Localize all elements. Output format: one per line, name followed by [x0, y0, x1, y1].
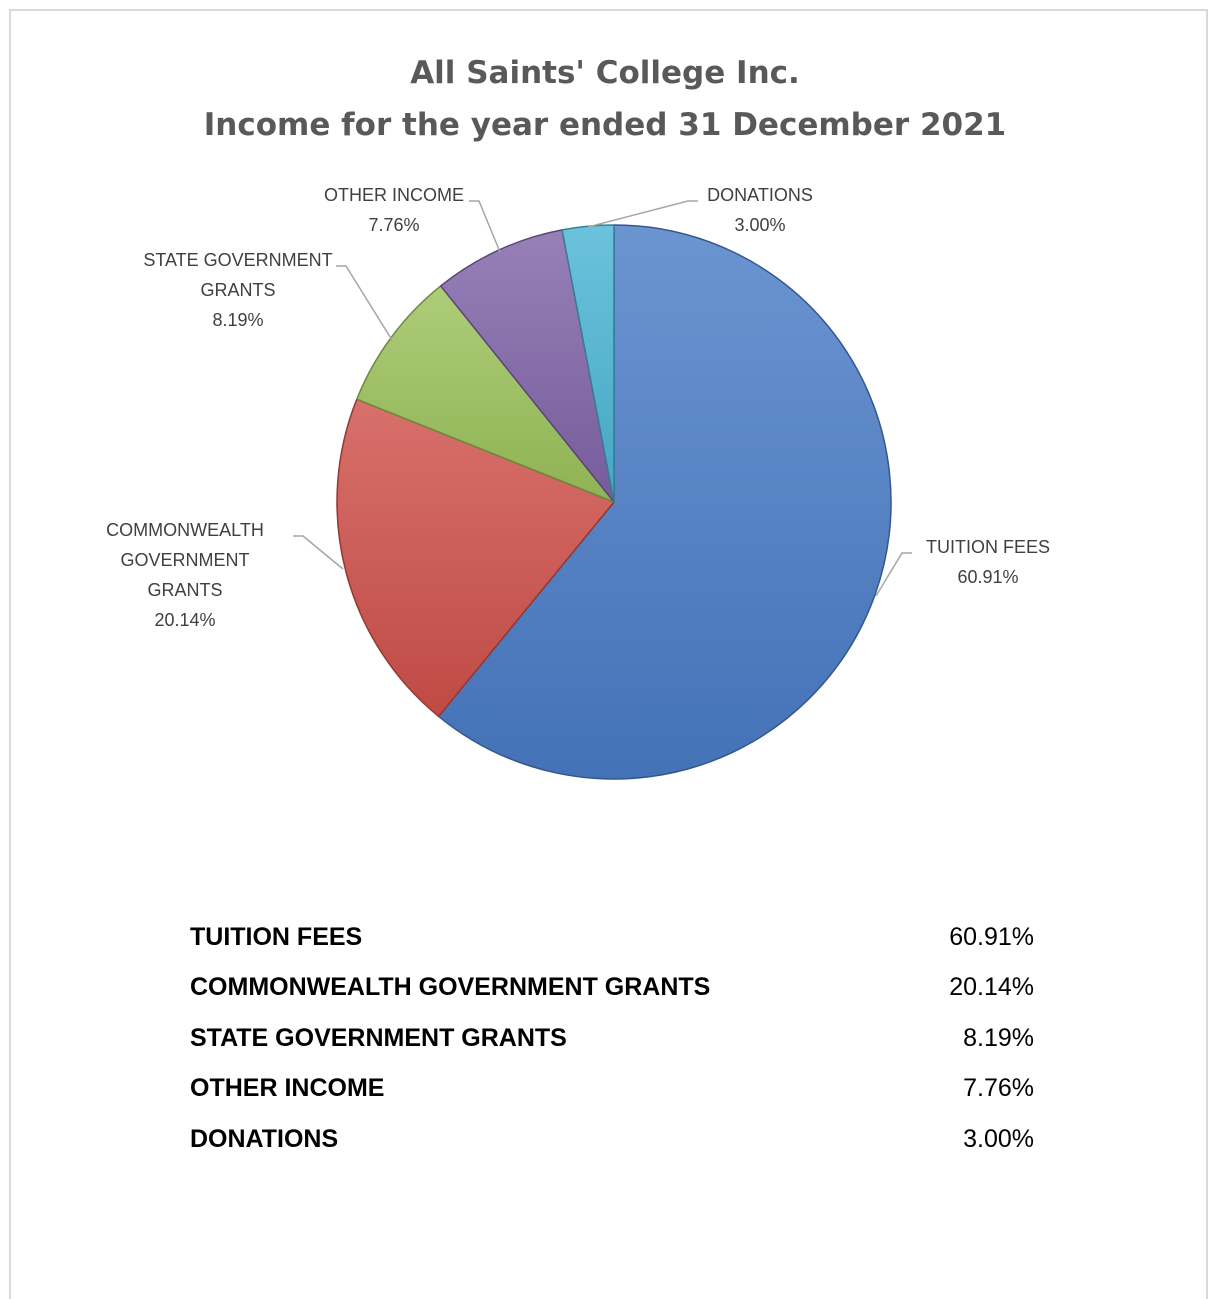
- data-label-commonwealth-government-grants: COMMONWEALTH: [106, 520, 264, 540]
- data-label-tuition-fees: TUITION FEES: [926, 537, 1050, 557]
- leader-line-state-government-grants: [336, 265, 393, 341]
- data-label-commonwealth-government-grants: GRANTS: [147, 580, 222, 600]
- data-label-commonwealth-government-grants: 20.14%: [154, 610, 215, 630]
- chart-subtitle: Income for the year ended 31 December 20…: [203, 107, 1007, 143]
- table-row: DONATIONS 3.00%: [190, 1114, 1040, 1165]
- data-label-tuition-fees: 60.91%: [957, 567, 1018, 587]
- category-cell: TUITION FEES: [190, 922, 363, 951]
- percent-cell: 20.14%: [949, 973, 1034, 1002]
- category-cell: DONATIONS: [190, 1124, 339, 1153]
- leader-line-tuition-fees: [875, 552, 912, 597]
- pie-slice-donations: [561, 224, 615, 503]
- data-label-commonwealth-government-grants: GOVERNMENT: [120, 550, 249, 570]
- data-label-donations: 3.00%: [734, 215, 785, 235]
- category-cell: OTHER INCOME: [190, 1074, 385, 1103]
- data-label-other-income: OTHER INCOME: [324, 185, 464, 205]
- percent-cell: 8.19%: [963, 1023, 1034, 1052]
- summary-table: TUITION FEES 60.91% COMMONWEALTH GOVERNMEN…: [190, 912, 1040, 1165]
- data-label-donations: DONATIONS: [707, 185, 813, 205]
- table-row: OTHER INCOME 7.76%: [190, 1064, 1040, 1115]
- leader-line-other-income: [469, 200, 501, 253]
- pie-chart: TUITION FEES 60.91% COMMONWEALTH GOVERNMENT…: [106, 185, 1050, 780]
- pie-slice-commonwealth-government-grants: [336, 398, 615, 718]
- leader-line-commonwealth-government-grants: [293, 535, 344, 570]
- data-label-state-government-grants: 8.19%: [212, 310, 263, 330]
- chart-title: All Saints' College Inc.: [410, 55, 800, 91]
- percent-cell: 60.91%: [949, 922, 1034, 951]
- category-cell: STATE GOVERNMENT GRANTS: [190, 1023, 567, 1052]
- data-label-state-government-grants: STATE GOVERNMENT: [143, 250, 332, 270]
- percent-cell: 3.00%: [963, 1124, 1034, 1153]
- data-label-state-government-grants: GRANTS: [200, 280, 275, 300]
- table-row: STATE GOVERNMENT GRANTS 8.19%: [190, 1013, 1040, 1064]
- pie-slice-state-government-grants: [356, 285, 615, 503]
- table-row: TUITION FEES 60.91%: [190, 912, 1040, 963]
- data-label-other-income: 7.76%: [368, 215, 419, 235]
- table-row: COMMONWEALTH GOVERNMENT GRANTS 20.14%: [190, 963, 1040, 1014]
- pie-slice-other-income: [439, 229, 615, 503]
- category-cell: COMMONWEALTH GOVERNMENT GRANTS: [190, 973, 711, 1002]
- chart-frame: [9, 9, 1208, 1299]
- pie-slice-tuition-fees: [437, 224, 892, 780]
- percent-cell: 7.76%: [963, 1074, 1034, 1103]
- leader-line-donations: [587, 200, 698, 228]
